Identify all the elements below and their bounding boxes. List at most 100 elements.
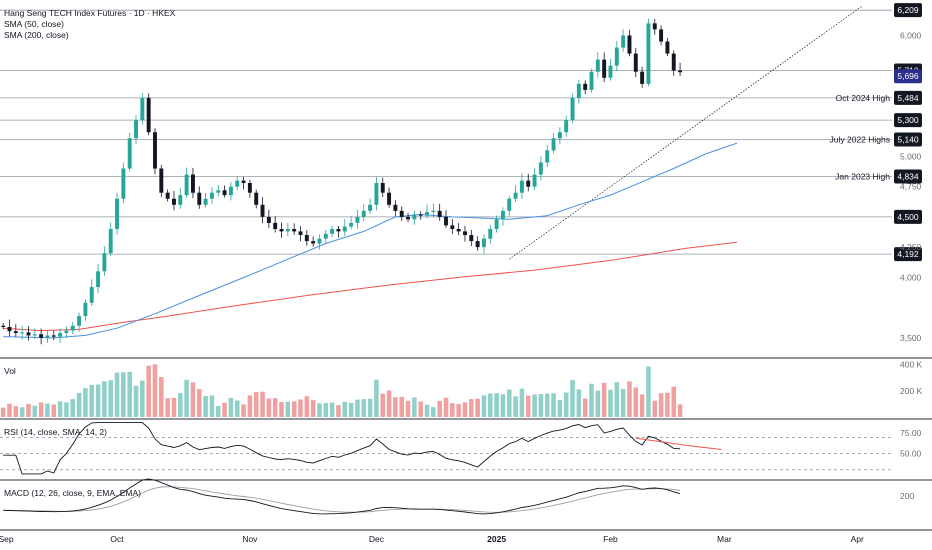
candle-body <box>140 97 145 121</box>
y-tick-label: 6,000 <box>900 30 922 40</box>
candle-body <box>134 120 138 139</box>
volume-bar <box>355 399 360 417</box>
y-tick-label: 3,500 <box>900 333 922 343</box>
candle-body <box>39 334 44 338</box>
candle-body <box>608 65 613 78</box>
x-tick-label: 2025 <box>487 534 506 544</box>
macd-signal-line <box>3 486 681 513</box>
volume-bar <box>544 393 550 417</box>
volume-bar <box>361 399 367 417</box>
candle-body <box>456 228 461 232</box>
volume-bar <box>525 395 531 417</box>
volume-bar <box>64 402 69 417</box>
svg-text:6,209: 6,209 <box>897 5 919 15</box>
volume-bar <box>304 396 310 417</box>
svg-text:4,834: 4,834 <box>897 171 919 181</box>
candle-body <box>469 235 474 242</box>
sma200-legend: SMA (200, close) <box>4 30 69 40</box>
volume-bar <box>677 404 683 417</box>
candle-body <box>627 35 632 54</box>
candle-body <box>678 70 683 73</box>
candle-body <box>108 228 113 254</box>
volume-bar <box>45 403 50 417</box>
volume-bar <box>215 406 221 417</box>
volume-bar <box>165 398 170 417</box>
volume-bar <box>38 402 44 417</box>
candle-body <box>564 120 569 133</box>
volume-bar <box>159 377 164 417</box>
candle-body <box>425 212 429 216</box>
candle-body <box>614 47 619 66</box>
sma200-line <box>3 241 738 332</box>
candle-body <box>317 238 322 244</box>
volume-bar <box>272 398 278 417</box>
x-tick-label: Oct <box>110 534 124 544</box>
x-tick-label: Sep <box>0 534 14 544</box>
candle-body <box>330 228 335 234</box>
candle-body <box>406 216 411 220</box>
candle-body <box>64 330 69 334</box>
volume-bar <box>456 404 461 417</box>
macd-tick-label: 200 <box>900 491 914 501</box>
candle-body <box>342 226 347 232</box>
volume-bar <box>140 380 145 417</box>
volume-bar <box>399 396 404 417</box>
candle-body <box>58 333 63 337</box>
candle-body <box>545 150 550 163</box>
candle-body <box>209 192 214 199</box>
x-tick-label: Apr <box>851 534 864 544</box>
candle-body <box>241 180 246 184</box>
rsi-line <box>3 422 681 475</box>
candle-body <box>127 138 132 169</box>
candle-body <box>336 228 341 232</box>
candle-body <box>292 228 297 232</box>
volume-bar <box>89 384 95 417</box>
volume-bar <box>551 393 556 417</box>
volume-bar <box>253 392 259 417</box>
candle-body <box>159 168 164 193</box>
candle-body <box>418 214 423 216</box>
candle-body <box>165 192 170 199</box>
volume-bar <box>83 388 88 417</box>
level-label-4: 5,140 <box>894 132 922 147</box>
candle-body <box>254 192 259 205</box>
volume-bar <box>228 398 234 417</box>
volume-bar <box>386 390 392 417</box>
volume-bar <box>342 401 348 417</box>
candle-body <box>488 228 493 239</box>
candle-body <box>266 216 271 223</box>
volume-bar <box>671 386 677 417</box>
volume-bar <box>646 366 651 417</box>
rsi-pane-label: RSI (14, close, SMA, 14, 2) <box>4 427 107 437</box>
volume-bar <box>393 397 398 417</box>
candle-body <box>349 222 354 227</box>
candle-body <box>298 231 303 236</box>
volume-bar <box>437 401 442 417</box>
candle-body <box>279 228 284 232</box>
level-note-4: July 2022 Highs <box>830 134 890 144</box>
candle-body <box>595 59 600 72</box>
candle-body <box>96 271 101 288</box>
volume-bar <box>323 402 329 417</box>
macd-line <box>3 478 681 515</box>
volume-bar <box>291 401 297 417</box>
candle-body <box>45 335 50 338</box>
sma50-line <box>3 142 738 339</box>
chart-title: Hang Seng TECH Index Futures · 1D · HKEX <box>4 8 176 18</box>
rsi-tick-label: 75.00 <box>900 428 922 438</box>
candle-body <box>153 132 157 169</box>
rsi-sma-line <box>635 437 722 450</box>
volume-bar <box>500 394 506 417</box>
candle-body <box>172 198 176 205</box>
level-label-7: 4,192 <box>894 247 922 262</box>
candle-body <box>368 204 373 211</box>
volume-bar <box>443 397 449 417</box>
candle-body <box>32 334 37 336</box>
volume-bar <box>102 381 107 417</box>
volume-bar <box>70 399 76 417</box>
svg-text:5,696: 5,696 <box>897 71 919 81</box>
volume-bar <box>576 389 582 417</box>
svg-text:5,140: 5,140 <box>897 134 919 144</box>
volume-bar <box>222 402 227 417</box>
